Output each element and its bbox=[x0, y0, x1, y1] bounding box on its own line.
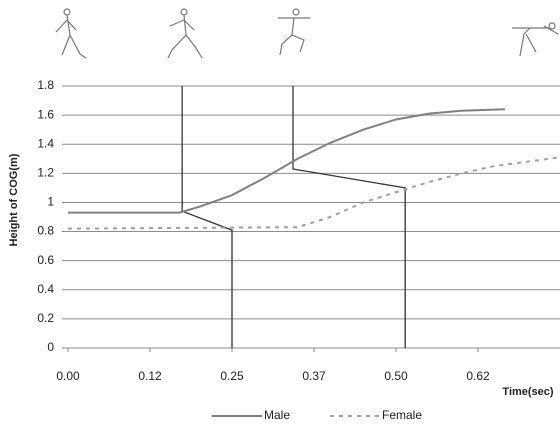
x-tick-label: 0.62 bbox=[466, 369, 490, 383]
y-tick-label: 1.8 bbox=[37, 78, 54, 92]
legend-label: Male bbox=[264, 408, 290, 422]
plot-area: 0 0.2 0.4 0.6 0.8 1 1.2 1.4 1.6 1.8 0.00 0.12 0.25 0.… bbox=[37, 78, 560, 383]
series-line bbox=[68, 108, 505, 214]
y-tick-label: 1.4 bbox=[37, 136, 54, 150]
legend-label: Female bbox=[382, 408, 422, 422]
y-tick-label: 0.8 bbox=[37, 224, 54, 238]
x-tick-label: 0.25 bbox=[220, 369, 244, 383]
stick-figures bbox=[55, 8, 559, 59]
event-line bbox=[181, 86, 233, 348]
y-axis-label: Height of COG(m) bbox=[8, 153, 20, 246]
x-tick-label: 0.37 bbox=[302, 369, 326, 383]
y-tick-label: 0 bbox=[47, 340, 54, 354]
y-tick-label: 1.2 bbox=[37, 166, 54, 180]
y-tick-label: 0.4 bbox=[37, 282, 54, 296]
x-tick-label: 0.00 bbox=[56, 369, 80, 383]
y-tick-label: 1.6 bbox=[37, 107, 54, 121]
x-axis-label: Time(sec) bbox=[502, 386, 553, 398]
y-tick-label: 0.2 bbox=[37, 311, 54, 325]
event-line bbox=[292, 86, 406, 348]
y-tick-label: 1 bbox=[47, 195, 54, 209]
x-tick-label: 0.12 bbox=[138, 369, 162, 383]
x-tick-label: 0.50 bbox=[384, 369, 408, 383]
y-tick-label: 0.6 bbox=[37, 253, 54, 267]
series-line bbox=[67, 156, 560, 230]
